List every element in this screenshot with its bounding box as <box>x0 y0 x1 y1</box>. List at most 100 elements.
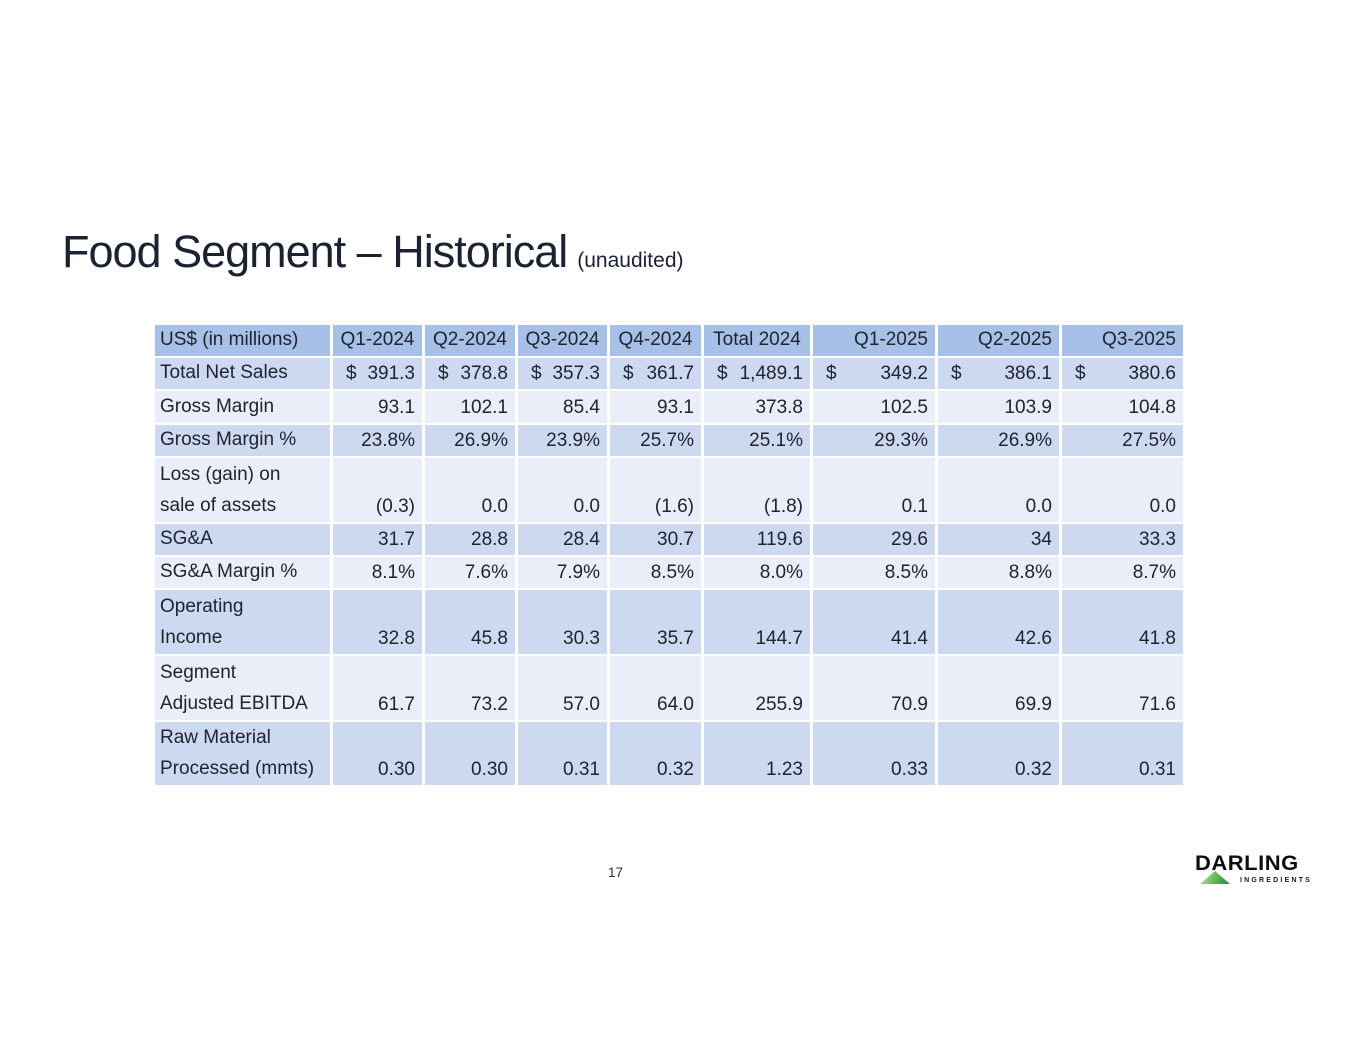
cell-r7-c4: 255.9 <box>704 656 810 720</box>
cell-r8-c6: 0.32 <box>938 722 1059 785</box>
cell-r4-c3: 30.7 <box>610 524 701 555</box>
cell-r1-c4: 373.8 <box>704 391 810 423</box>
cell-r4-c6: 34 <box>938 524 1059 555</box>
row-label: Segment Adjusted EBITDA <box>155 656 330 720</box>
page-title-suffix: (unaudited) <box>577 249 684 272</box>
cell-r8-c4: 1.23 <box>704 722 810 785</box>
row-label: SG&A <box>155 524 330 555</box>
column-header-3: Q3-2024 <box>518 325 607 356</box>
currency-symbol: $ <box>826 363 837 384</box>
cell-r8-c1: 0.30 <box>425 722 515 785</box>
column-header-8: Q3-2025 <box>1062 325 1183 356</box>
currency-symbol: $ <box>717 363 728 384</box>
currency-symbol: $ <box>623 363 634 384</box>
cell-r3-c5: 0.1 <box>813 458 935 522</box>
page-number: 17 <box>608 865 624 880</box>
cell-r8-c2: 0.31 <box>518 722 607 785</box>
slide-header: Food Segment – Historical (unaudited) <box>62 226 684 278</box>
cell-r2-c4: 25.1% <box>704 425 810 456</box>
currency-symbol: $ <box>438 363 449 384</box>
cell-r1-c5: 102.5 <box>813 391 935 423</box>
cell-r4-c5: 29.6 <box>813 524 935 555</box>
cell-r7-c5: 70.9 <box>813 656 935 720</box>
cell-r5-c4: 8.0% <box>704 557 810 588</box>
cell-r8-c3: 0.32 <box>610 722 701 785</box>
cell-r8-c0: 0.30 <box>333 722 422 785</box>
row-label: Operating Income <box>155 590 330 654</box>
cell-r0-c4: $1,489.1 <box>704 358 810 389</box>
cell-r0-c0: $391.3 <box>333 358 422 389</box>
column-header-6: Q1-2025 <box>813 325 935 356</box>
cell-r5-c3: 8.5% <box>610 557 701 588</box>
cell-r7-c7: 71.6 <box>1062 656 1183 720</box>
cell-r7-c3: 64.0 <box>610 656 701 720</box>
cell-r3-c2: 0.0 <box>518 458 607 522</box>
cell-r5-c1: 7.6% <box>425 557 515 588</box>
cell-r3-c4: (1.8) <box>704 458 810 522</box>
cell-r2-c0: 23.8% <box>333 425 422 456</box>
cell-r0-c5: $349.2 <box>813 358 935 389</box>
column-header-2: Q2-2024 <box>425 325 515 356</box>
cell-r2-c3: 25.7% <box>610 425 701 456</box>
currency-symbol: $ <box>531 363 542 384</box>
column-header-7: Q2-2025 <box>938 325 1059 356</box>
column-header-0: US$ (in millions) <box>155 325 330 356</box>
cell-r6-c5: 41.4 <box>813 590 935 654</box>
cell-r6-c1: 45.8 <box>425 590 515 654</box>
cell-r7-c0: 61.7 <box>333 656 422 720</box>
cell-r2-c2: 23.9% <box>518 425 607 456</box>
cell-r1-c1: 102.1 <box>425 391 515 423</box>
cell-r5-c2: 7.9% <box>518 557 607 588</box>
logo-brand-text: DARLING <box>1195 851 1299 875</box>
cell-r4-c0: 31.7 <box>333 524 422 555</box>
cell-r5-c0: 8.1% <box>333 557 422 588</box>
cell-r6-c4: 144.7 <box>704 590 810 654</box>
cell-r1-c0: 93.1 <box>333 391 422 423</box>
cell-r5-c7: 8.7% <box>1062 557 1183 588</box>
column-header-1: Q1-2024 <box>333 325 422 356</box>
column-header-5: Total 2024 <box>704 325 810 356</box>
cell-r4-c7: 33.3 <box>1062 524 1183 555</box>
row-label: SG&A Margin % <box>155 557 330 588</box>
darling-ingredients-logo: DARLING INGREDIENTS <box>1195 851 1315 893</box>
cell-r2-c5: 29.3% <box>813 425 935 456</box>
row-label: Gross Margin <box>155 391 330 423</box>
currency-symbol: $ <box>346 363 357 384</box>
cell-r3-c7: 0.0 <box>1062 458 1183 522</box>
cell-r6-c0: 32.8 <box>333 590 422 654</box>
cell-r3-c0: (0.3) <box>333 458 422 522</box>
page-title: Food Segment – Historical <box>62 226 568 277</box>
cell-r0-c2: $357.3 <box>518 358 607 389</box>
cell-r1-c6: 103.9 <box>938 391 1059 423</box>
cell-r8-c7: 0.31 <box>1062 722 1183 785</box>
cell-r0-c1: $378.8 <box>425 358 515 389</box>
cell-r1-c7: 104.8 <box>1062 391 1183 423</box>
cell-r7-c2: 57.0 <box>518 656 607 720</box>
cell-r2-c1: 26.9% <box>425 425 515 456</box>
cell-r2-c7: 27.5% <box>1062 425 1183 456</box>
cell-r0-c7: $380.6 <box>1062 358 1183 389</box>
cell-r5-c6: 8.8% <box>938 557 1059 588</box>
cell-r3-c6: 0.0 <box>938 458 1059 522</box>
currency-symbol: $ <box>951 363 962 384</box>
cell-r6-c7: 41.8 <box>1062 590 1183 654</box>
cell-r6-c3: 35.7 <box>610 590 701 654</box>
cell-r3-c3: (1.6) <box>610 458 701 522</box>
row-label: Total Net Sales <box>155 358 330 389</box>
row-label: Gross Margin % <box>155 425 330 456</box>
cell-r4-c1: 28.8 <box>425 524 515 555</box>
cell-r0-c6: $386.1 <box>938 358 1059 389</box>
cell-r4-c2: 28.4 <box>518 524 607 555</box>
cell-r6-c2: 30.3 <box>518 590 607 654</box>
currency-symbol: $ <box>1075 363 1086 384</box>
cell-r4-c4: 119.6 <box>704 524 810 555</box>
row-label: Loss (gain) on sale of assets <box>155 458 330 522</box>
cell-r2-c6: 26.9% <box>938 425 1059 456</box>
row-label: Raw Material Processed (mmts) <box>155 722 330 785</box>
column-header-4: Q4-2024 <box>610 325 701 356</box>
logo-sub-text: INGREDIENTS <box>1240 877 1313 884</box>
financial-table: US$ (in millions) Q1-2024 Q2-2024 Q3-2024 Q4… <box>155 325 1183 785</box>
cell-r7-c6: 69.9 <box>938 656 1059 720</box>
cell-r8-c5: 0.33 <box>813 722 935 785</box>
cell-r7-c1: 73.2 <box>425 656 515 720</box>
